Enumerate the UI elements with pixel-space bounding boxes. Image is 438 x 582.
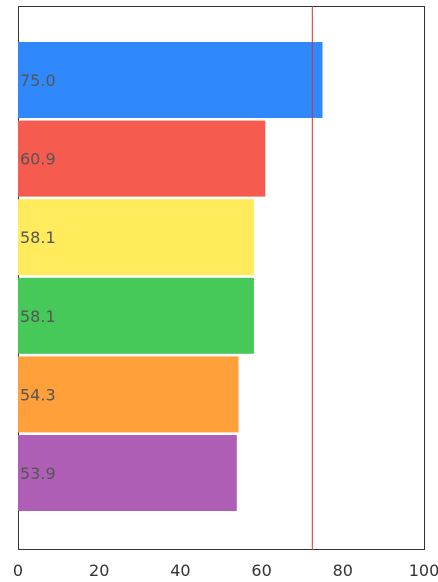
- bar-2: [18, 120, 266, 197]
- bar-value-label-6: 53.9: [20, 464, 56, 483]
- x-tick-label-80: 80: [333, 561, 353, 580]
- bar-value-label-4: 58.1: [20, 307, 56, 326]
- bar-value-label-3: 58.1: [20, 228, 56, 247]
- x-axis-ticks: 0 20 40 60 80 100: [13, 561, 438, 580]
- x-tick-label-100: 100: [409, 561, 438, 580]
- bar-5: [18, 356, 239, 433]
- bar-6: [18, 435, 237, 511]
- x-tick-label-40: 40: [170, 561, 190, 580]
- x-tick-label-20: 20: [89, 561, 109, 580]
- bar-3: [18, 199, 254, 276]
- bar-1: [18, 42, 323, 118]
- x-tick-label-0: 0: [13, 561, 23, 580]
- bars-group: [18, 42, 323, 511]
- bar-value-label-5: 54.3: [20, 385, 56, 404]
- x-tick-label-60: 60: [251, 561, 271, 580]
- value-labels-group: 75.0 60.9 58.1 58.1 54.3 53.9: [20, 71, 56, 483]
- bar-value-label-1: 75.0: [20, 71, 56, 90]
- bar-value-label-2: 60.9: [20, 150, 56, 169]
- bar-4: [18, 277, 254, 354]
